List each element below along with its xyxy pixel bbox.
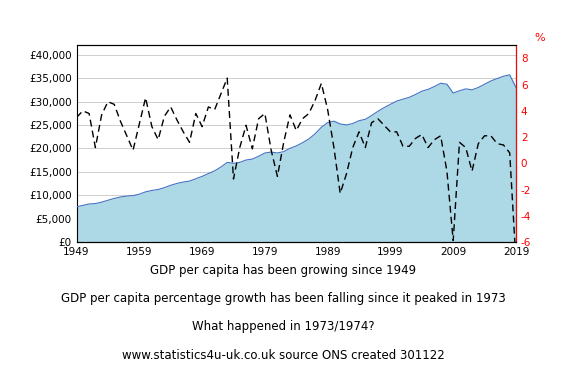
Text: What happened in 1973/1974?: What happened in 1973/1974?: [192, 321, 375, 333]
Text: %: %: [535, 33, 545, 43]
Text: GDP per capita has been growing since 1949: GDP per capita has been growing since 19…: [150, 264, 417, 277]
Text: www.statistics4u-uk.co.uk source ONS created 301122: www.statistics4u-uk.co.uk source ONS cre…: [122, 349, 445, 362]
Text: GDP per capita percentage growth has been falling since it peaked in 1973: GDP per capita percentage growth has bee…: [61, 292, 506, 305]
